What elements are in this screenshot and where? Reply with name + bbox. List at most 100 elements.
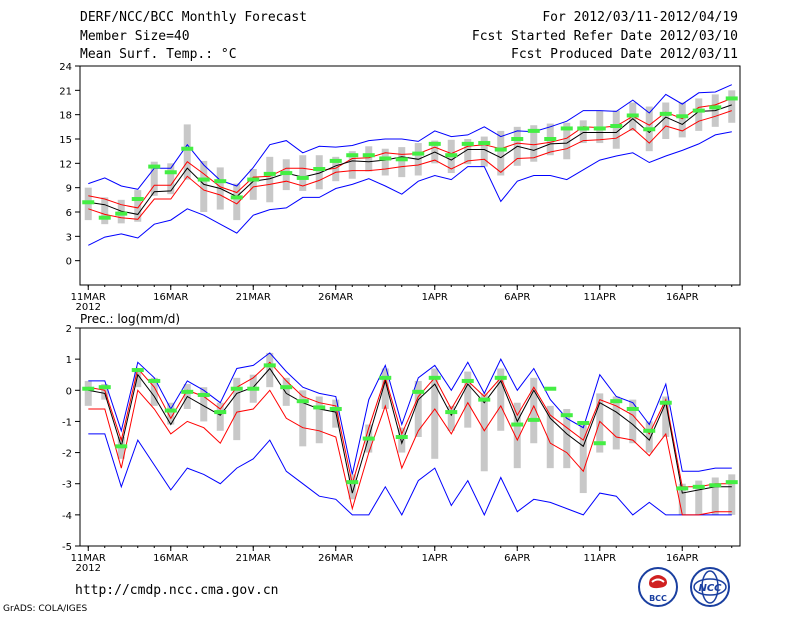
temp-y-tick-label: 15 [59, 135, 72, 146]
precip-median-marker [247, 387, 259, 391]
temp-median-marker [313, 167, 325, 171]
temp-y-tick-label: 9 [66, 184, 72, 195]
temp-ensemble-box [365, 146, 372, 171]
temp-ensemble-box [101, 197, 108, 224]
temp-x-tick-label: 1APR [422, 292, 448, 303]
precip-median-marker [577, 421, 589, 425]
precip-y-tick-label: -1 [62, 417, 72, 428]
precip-median-marker [82, 387, 94, 391]
temp-panel: 0369121518212411MAR201216MAR 21MAR 26MAR 1A… [59, 62, 740, 313]
precip-median-marker [643, 429, 655, 433]
temp-median-marker [693, 109, 705, 113]
precip-median-marker [627, 407, 639, 411]
temp-median-marker [412, 152, 424, 156]
temp-x-tick-label: 16APR [666, 292, 699, 303]
precip-panel-title: Prec.: log(mm/d) [80, 312, 180, 326]
precip-median-marker [363, 437, 375, 441]
temp-ensemble-box [613, 111, 620, 149]
temp-ensemble-box [250, 169, 257, 200]
ncc-logo-text: NCC [698, 583, 722, 594]
temp-median-marker [379, 156, 391, 160]
precip-median-marker [297, 399, 309, 403]
precip-ensemble-box [415, 381, 422, 437]
temp-median-marker [462, 142, 474, 146]
temp-y-tick-label: 21 [59, 86, 72, 97]
precip-median-marker [379, 376, 391, 380]
precip-median-marker [445, 410, 457, 414]
temp-median-marker [198, 178, 210, 182]
precip-median-marker [528, 418, 540, 422]
precip-median-marker [594, 441, 606, 445]
precip-min-line [88, 434, 732, 515]
precip-y-tick-label: -4 [62, 511, 72, 522]
precip-ensemble-box [283, 378, 290, 406]
precip-x-tick-label: 6APR [504, 553, 530, 564]
precip-median-marker [231, 387, 243, 391]
precip-median-marker [660, 401, 672, 405]
temp-median-marker [82, 200, 94, 204]
temp-median-marker [264, 172, 276, 176]
bcc-logo-text: BCC [649, 594, 667, 603]
precip-ensemble-box [481, 393, 488, 471]
precip-median-marker [214, 410, 226, 414]
precip-median-marker [181, 390, 193, 394]
precip-median-marker [280, 385, 292, 389]
precip-x-tick-label: 1APR [422, 553, 448, 564]
temp-median-marker [627, 113, 639, 117]
precip-ensemble-box [299, 390, 306, 446]
temp-y-tick-label: 24 [59, 62, 72, 73]
precip-x-tick-label: 16APR [666, 553, 699, 564]
precip-ensemble-box [398, 428, 405, 453]
grads-credit: GrADS: COLA/IGES [3, 604, 87, 614]
temp-median-marker [511, 137, 523, 141]
temp-median-marker [709, 105, 721, 109]
temp-median-marker [445, 153, 457, 157]
temp-median-marker [214, 179, 226, 183]
temp-median-marker [726, 96, 738, 100]
source-url[interactable]: http://cmdp.ncc.cma.gov.cn [75, 583, 279, 598]
precip-y-tick-label: 0 [66, 386, 72, 397]
temp-median-marker [396, 157, 408, 161]
precip-median-marker [561, 413, 573, 417]
precip-x-tick-label: 26MAR [318, 553, 353, 564]
temp-y-tick-label: 3 [66, 232, 72, 243]
precip-median-marker [610, 399, 622, 403]
temp-x-tick-label: 6APR [504, 292, 530, 303]
temp-median-marker [544, 137, 556, 141]
temp-median-marker [280, 171, 292, 175]
temp-median-marker [660, 112, 672, 116]
temp-x-tick-label: 26MAR [318, 292, 353, 303]
temp-median-marker [148, 165, 160, 169]
precip-median-marker [132, 368, 144, 372]
temp-median-marker [165, 170, 177, 174]
temp-median-marker [330, 159, 342, 163]
temp-y-tick-label: 12 [59, 159, 72, 170]
ncc-logo-icon: NCC [688, 566, 732, 608]
temp-median-marker [297, 176, 309, 180]
precip-median-marker [709, 483, 721, 487]
precip-ensemble-box [580, 421, 587, 493]
temp-median-marker [495, 148, 507, 152]
temp-median-marker [99, 216, 111, 220]
precip-ensemble-box [712, 477, 719, 514]
temp-ensemble-box [728, 90, 735, 122]
precip-median-marker [198, 393, 210, 397]
temp-median-marker [478, 141, 490, 145]
precip-x-tick-label: 21MAR [236, 553, 271, 564]
temp-ensemble-box [497, 131, 504, 176]
precip-y-tick-label: 1 [66, 355, 72, 366]
precip-median-marker [693, 485, 705, 489]
precip-median-marker [264, 363, 276, 367]
precip-median-marker [544, 387, 556, 391]
precip-median-marker [115, 444, 127, 448]
precip-median-marker [429, 376, 441, 380]
precip-median-marker [396, 435, 408, 439]
temp-median-marker [610, 124, 622, 128]
bcc-logo-icon: BCC [637, 566, 679, 608]
temp-ensemble-box [662, 103, 669, 140]
temp-y-tick-label: 18 [59, 111, 72, 122]
temp-ensemble-box [580, 120, 587, 143]
temp-median-marker [577, 126, 589, 130]
temp-median-marker [676, 114, 688, 118]
temp-ensemble-box [679, 103, 686, 138]
